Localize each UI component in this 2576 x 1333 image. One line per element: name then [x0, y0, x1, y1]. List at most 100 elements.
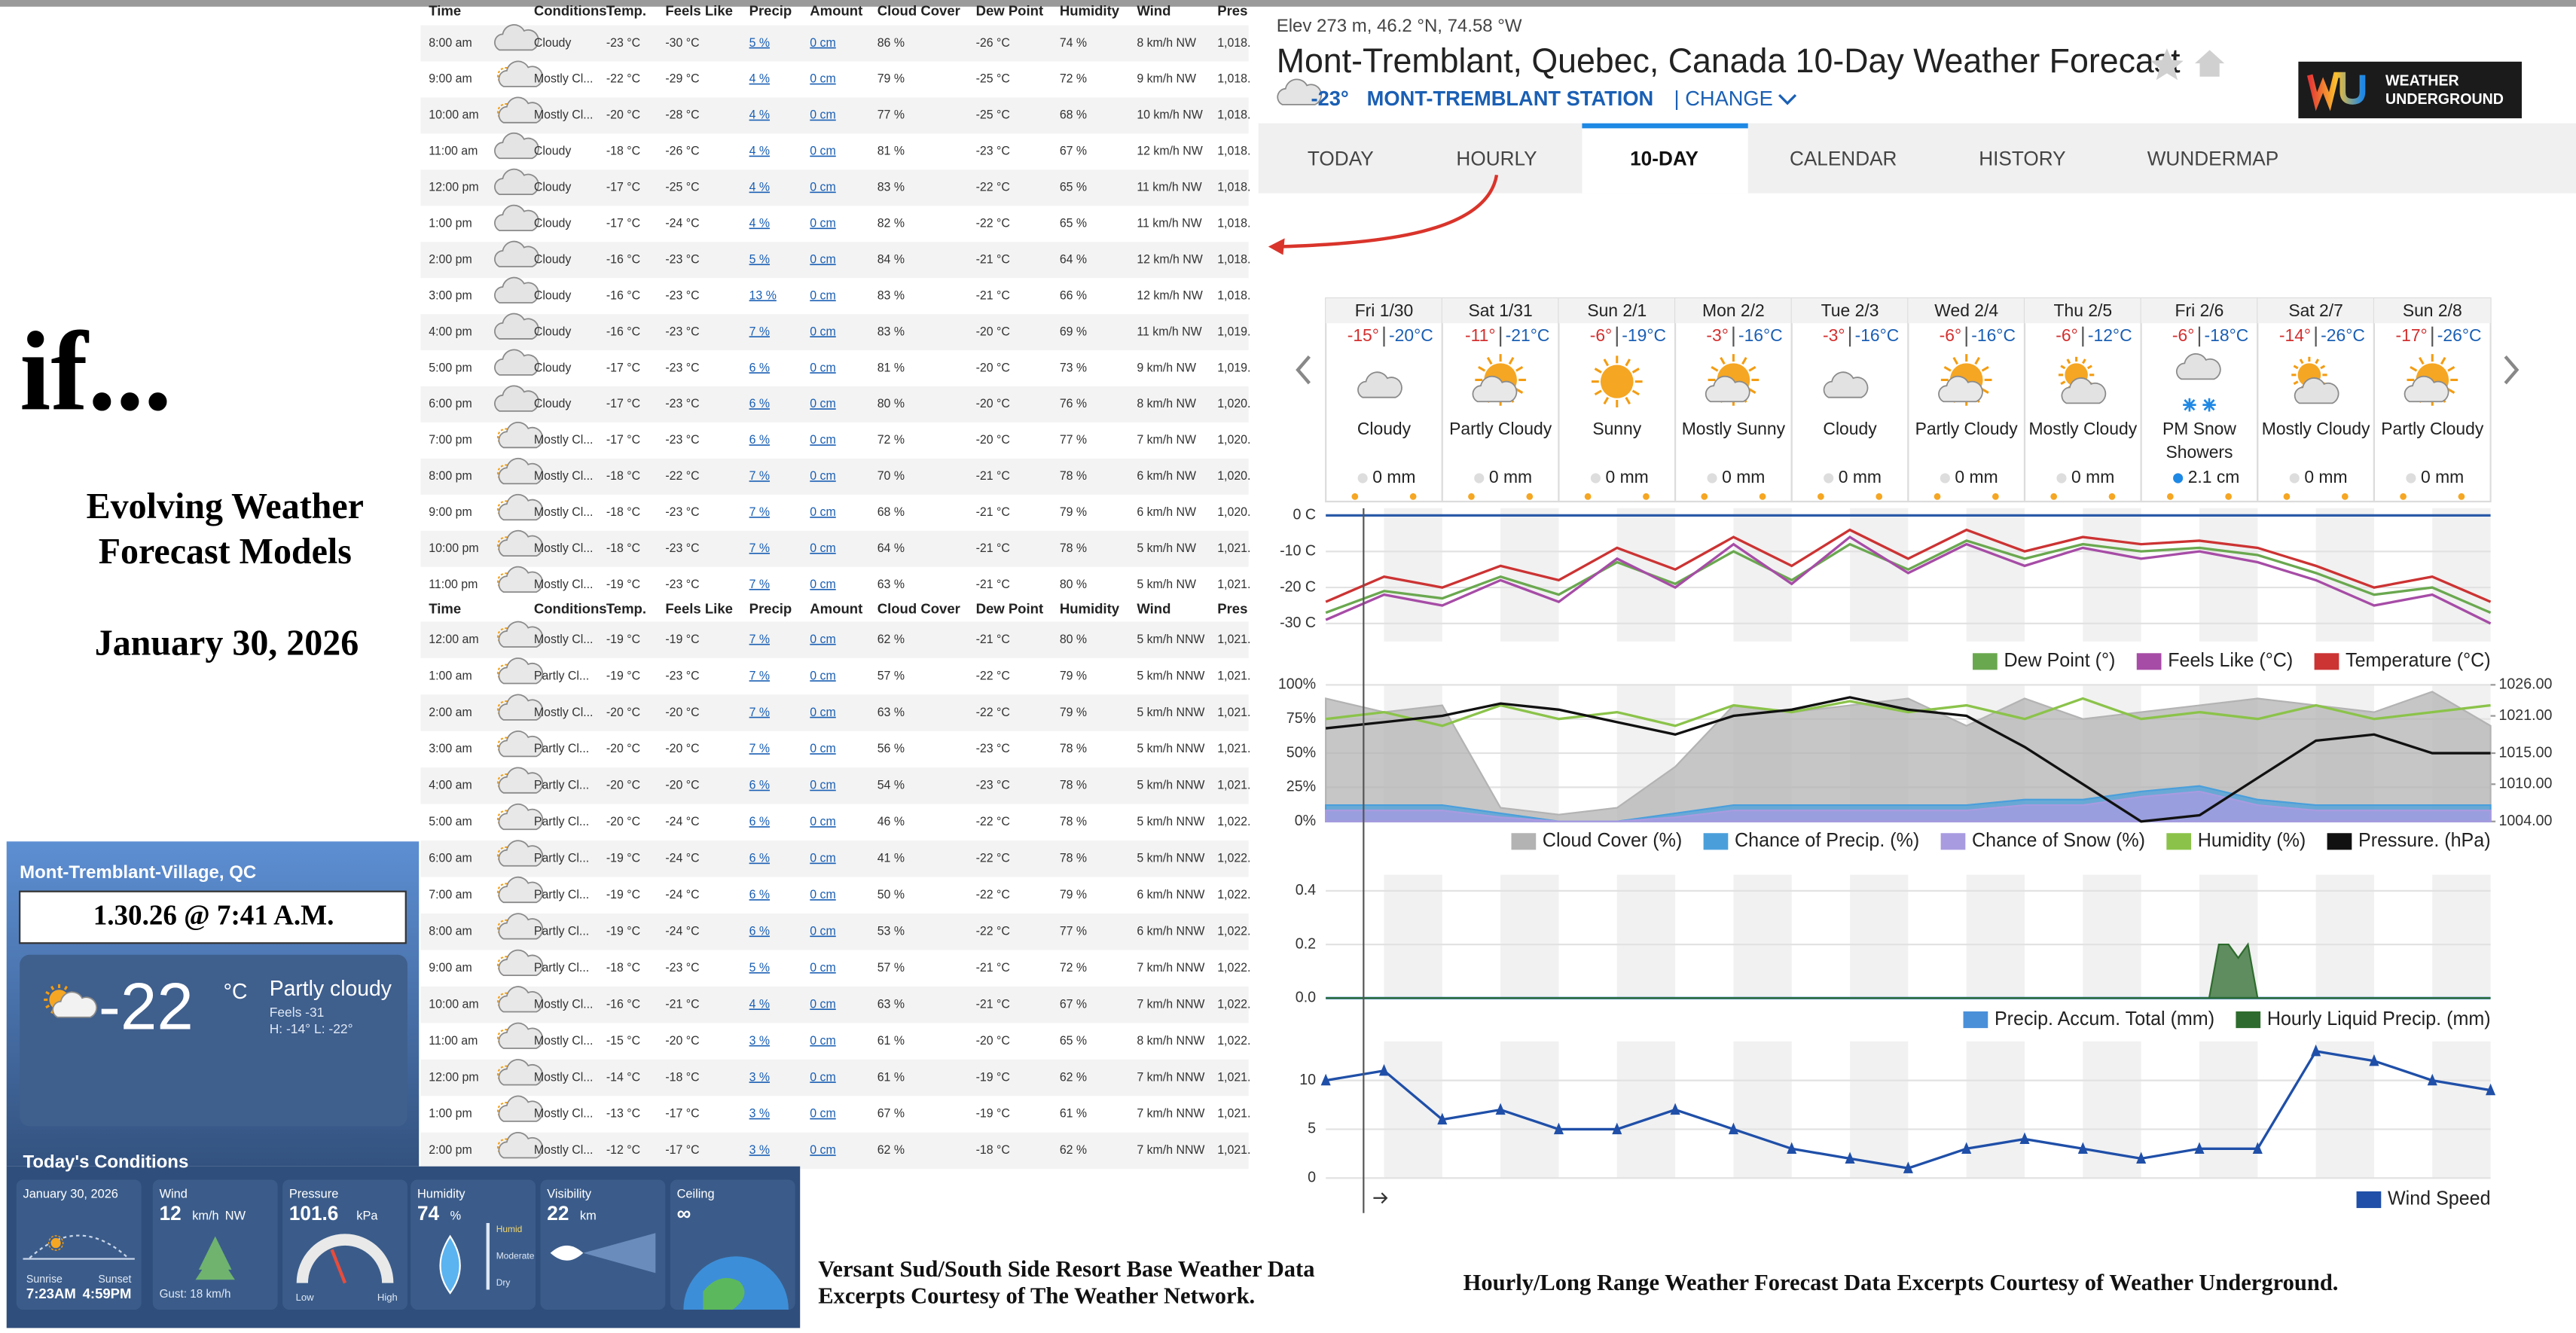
table-cell: 2:00 am [429, 706, 472, 719]
table-cell: 7 km/h NNW [1137, 997, 1205, 1011]
table-cell: -23 °C [665, 578, 699, 591]
sun-ray [63, 985, 68, 990]
sun-ray [1981, 388, 1989, 394]
change-link[interactable]: | CHANGE [1674, 87, 1773, 110]
table-cell: Mostly Cl... [534, 997, 594, 1011]
table-cell: -23 °C [976, 779, 1010, 792]
day-head [2025, 298, 2141, 324]
top-bar [0, 0, 2576, 7]
table-cell: 11 km/h NW [1137, 216, 1202, 230]
table-cell: -23 °C [665, 252, 699, 266]
table-cell: 0 cm [810, 1034, 835, 1048]
sun-marker [2458, 493, 2465, 500]
cloud-icon [498, 949, 544, 976]
sun-marker [1701, 493, 1708, 500]
card-title: Pressure [289, 1188, 338, 1201]
sun-ray [1603, 358, 1610, 367]
wind-marker [1553, 1122, 1564, 1135]
table-cell: 7 % [749, 469, 770, 483]
legend-swatch [2327, 833, 2352, 850]
humidity-scale: Humid [496, 1224, 523, 1234]
table-cell: -25 °C [665, 180, 699, 194]
sun-ray [2315, 358, 2320, 365]
sun-ray [1515, 365, 1524, 372]
timestamp: 1.30.26 @ 7:41 A.M. [93, 900, 334, 931]
table-header: Pres [1217, 601, 1247, 617]
table-cell: 1,022. [1217, 924, 1250, 938]
table-cell: 1,018. [1217, 72, 1250, 86]
table-cell: 9:00 am [429, 961, 472, 975]
table-cell: -22 °C [976, 706, 1010, 719]
next-arrow[interactable] [2504, 355, 2520, 385]
legend-label: Pressure. (hPa) [2358, 830, 2491, 851]
row-band [420, 97, 1249, 134]
sun-ray [1981, 365, 1989, 372]
cloud-icon [2294, 377, 2339, 404]
hilo-separator [1616, 326, 1618, 347]
tab[interactable]: WUNDERMAP [2147, 147, 2278, 169]
table-cell: 1,018. [1217, 108, 1250, 122]
cloud-icon [498, 1132, 544, 1159]
night-band [1966, 1041, 2025, 1179]
hilo-separator [1732, 326, 1735, 347]
sun-marker [1468, 493, 1475, 500]
tab[interactable]: TODAY [1308, 147, 1374, 169]
tab[interactable]: 10-DAY [1630, 147, 1699, 169]
table-cell: Mostly Cl... [534, 541, 594, 555]
sun-marker [1759, 493, 1766, 500]
day-date: Wed 2/4 [1934, 300, 1998, 320]
table-cell: 1,018. [1217, 180, 1250, 194]
night-band [2432, 874, 2491, 999]
favorite-star[interactable] [2150, 48, 2184, 81]
card-value: 22 [547, 1202, 569, 1225]
sun-ray [1625, 396, 1631, 405]
table-cell: 53 % [877, 924, 905, 938]
table-cell: 1,022. [1217, 1034, 1250, 1048]
sun-ray [2293, 380, 2299, 386]
station[interactable]: MONT-TREMBLANT STATION [1367, 87, 1654, 110]
table-cell: Cloudy [534, 361, 572, 374]
table-cell: 1,021. [1217, 578, 1250, 591]
sun-ray [497, 432, 501, 435]
sun-ray [1711, 365, 1719, 372]
cloud-icon [498, 876, 544, 904]
table-cell: -16 °C [606, 252, 640, 266]
day-condition: Partly Cloudy [1449, 419, 1552, 438]
prev-arrow[interactable] [1296, 355, 1311, 385]
table-cell: 62 % [877, 633, 905, 646]
table-cell: -30 °C [665, 36, 699, 50]
y-tick-label: 75% [1286, 710, 1316, 727]
tab[interactable]: HISTORY [1979, 147, 2065, 169]
sun-ray [2293, 365, 2299, 370]
table-cell: -20 °C [606, 815, 640, 828]
day-date: Tue 2/3 [1821, 300, 1879, 320]
drop-icon [439, 1234, 461, 1295]
tab[interactable]: CALENDAR [1790, 147, 1897, 169]
table-cell: 4 % [749, 72, 770, 86]
day-precip: 0 mm [1955, 467, 1998, 487]
cloud-icon [498, 529, 544, 557]
twn-location: Mont-Tremblant-Village, QC [20, 862, 256, 883]
precip-icon [1590, 473, 1601, 483]
table-header: Feels Like [665, 2, 733, 18]
day-head [2373, 298, 2491, 324]
wind-marker [1320, 1073, 1331, 1086]
table-cell: -19 °C [606, 888, 640, 901]
cloud-icon [498, 493, 544, 521]
table-cell: 12:00 pm [429, 1070, 478, 1084]
logo-text: UNDERGROUND [2385, 91, 2504, 108]
night-band [1500, 874, 1559, 999]
y-tick-label: 10 [1299, 1072, 1316, 1088]
table-header: Dew Point [976, 2, 1044, 18]
table-cell: 5 % [749, 961, 770, 975]
home-icon[interactable] [2194, 50, 2225, 77]
sun-ray [497, 886, 501, 889]
row-band [420, 694, 1249, 731]
tab[interactable]: HOURLY [1456, 147, 1537, 169]
table-cell: 0 cm [810, 216, 835, 230]
wind-marker [1670, 1103, 1680, 1115]
cloud-icon [498, 767, 544, 794]
table-cell: -20 °C [606, 706, 640, 719]
table-cell: -18 °C [606, 961, 640, 975]
gauge-low: Low [296, 1292, 314, 1303]
